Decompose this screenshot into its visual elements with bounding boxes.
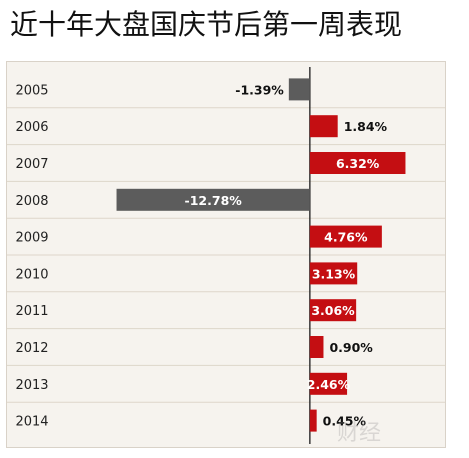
- category-label: 2012: [15, 341, 48, 356]
- data-label: -1.39%: [235, 82, 284, 97]
- category-label: 2010: [15, 267, 48, 282]
- data-label: 6.32%: [336, 156, 380, 171]
- data-label: -12.78%: [185, 193, 243, 208]
- category-label: 2007: [15, 157, 48, 172]
- category-label: 2009: [15, 231, 48, 246]
- category-label: 2008: [15, 194, 48, 209]
- category-label: 2011: [15, 304, 48, 319]
- bar: [116, 188, 310, 211]
- chart-title: 近十年大盘国庆节后第一周表现: [10, 8, 403, 41]
- data-label: 0.45%: [323, 414, 367, 429]
- category-label: 2014: [15, 415, 48, 430]
- bar: [309, 225, 382, 248]
- bar: [309, 262, 358, 285]
- bar: [309, 115, 338, 138]
- data-label: 2.46%: [307, 377, 351, 392]
- bar: [309, 372, 348, 395]
- bar: [309, 299, 357, 322]
- data-label: 3.13%: [312, 266, 356, 281]
- bar: [288, 78, 310, 101]
- category-label: 2013: [15, 378, 48, 393]
- data-label: 0.90%: [329, 340, 373, 355]
- category-label: 2005: [15, 83, 48, 98]
- bar: [309, 409, 317, 432]
- data-label: 3.06%: [311, 303, 355, 318]
- category-label: 2006: [15, 120, 48, 135]
- bar: [309, 336, 324, 358]
- bar: [309, 152, 406, 174]
- data-label: 1.84%: [344, 119, 388, 134]
- data-label: 4.76%: [324, 230, 368, 245]
